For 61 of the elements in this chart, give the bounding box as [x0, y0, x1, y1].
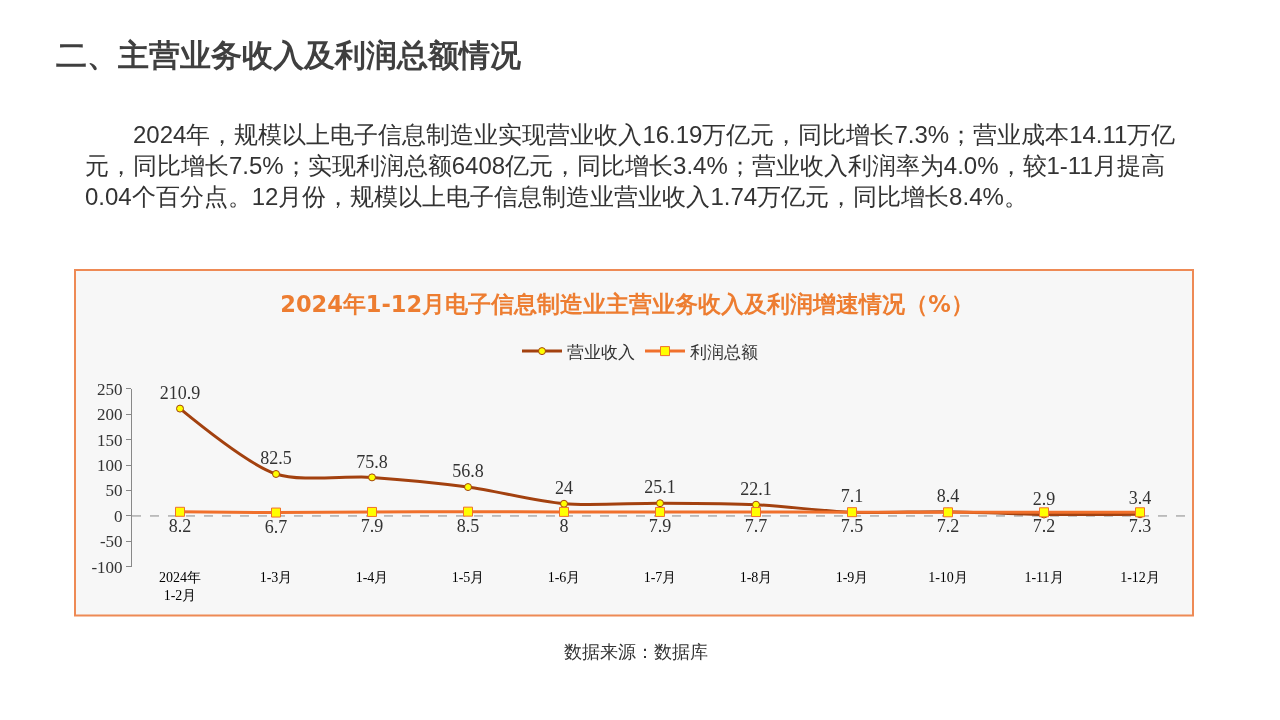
- data-label: 2.9: [1032, 488, 1056, 509]
- point: [271, 507, 281, 518]
- x-tick-label: 1-7月: [643, 569, 677, 585]
- legend-label: 利润总额: [690, 341, 758, 362]
- point: [751, 507, 761, 518]
- point: [655, 506, 665, 517]
- text: 2024年，规模以上电子信息制造业实现营业收入16.19万亿元，同比增长7.3%；营业成本14.11万亿元，同比增长7.5%；实现利润总额6408亿元，同比增长3.4%；营业收入利润率为4.0%，较1-11月提高0.04个百分点。12月份，规模以上电子信息制造业营业收入1.74万亿元，同比增长8.4%。: [85, 121, 1176, 211]
- data-label: 7.2: [936, 516, 960, 537]
- data-label: 7.7: [744, 516, 768, 537]
- point: [175, 506, 185, 517]
- data-label: 3.4: [1128, 488, 1152, 509]
- data-label: 8.4: [936, 485, 960, 506]
- data-label: 210.9: [159, 382, 201, 403]
- data-label: 8: [559, 516, 569, 537]
- data-label: 7.2: [1032, 516, 1056, 537]
- point: [176, 404, 184, 413]
- point: [368, 473, 376, 482]
- data-label: 7.5: [840, 516, 864, 537]
- data-label: 7.3: [1128, 516, 1152, 537]
- source-note: 数据来源：数据库: [564, 642, 708, 662]
- data-label: 25.1: [644, 477, 676, 498]
- x-tick-label: 1-10月: [928, 569, 968, 585]
- y-tick-label: 50: [105, 481, 123, 501]
- data-label: 82.5: [260, 448, 292, 469]
- y-tick-label: 250: [97, 379, 123, 399]
- data-label: 7.1: [840, 486, 864, 507]
- point: [656, 499, 664, 508]
- point: [464, 483, 472, 492]
- point: [559, 506, 569, 517]
- text: 二、主营业务收入及利润总额情况: [56, 37, 522, 73]
- y-tick-label: -50: [99, 532, 123, 552]
- point: [367, 506, 377, 517]
- y-tick-label: 0: [114, 506, 123, 526]
- y-tick-label: -100: [91, 557, 123, 577]
- x-tick-label: 1-6月: [547, 569, 581, 585]
- point: [752, 500, 760, 509]
- chart-title: 2024年1-12月电子信息制造业主营业务收入及利润增速情况（%）: [280, 290, 974, 317]
- x-tick-label: 1-12月: [1120, 569, 1160, 585]
- x-tick-label: 1-9月: [835, 569, 869, 585]
- data-label: 8.5: [456, 515, 480, 536]
- x-tick-label: 1-3月: [259, 569, 293, 585]
- data-label: 56.8: [452, 461, 484, 482]
- point: [560, 499, 568, 508]
- x-tick-label: 1-4月: [355, 569, 389, 585]
- data-label: 75.8: [356, 451, 388, 472]
- legend-label: 营业收入: [567, 341, 635, 362]
- x-tick-label: 1-11月: [1024, 569, 1064, 585]
- data-label: 8.2: [168, 515, 192, 536]
- y-tick-label: 150: [97, 430, 123, 450]
- data-label: 24: [555, 477, 573, 498]
- x-tick-label: 1-8月: [739, 569, 773, 585]
- data-label: 7.9: [360, 516, 384, 537]
- y-tick-label: 200: [97, 405, 123, 425]
- point: [272, 469, 280, 478]
- x-tick-label: 2024年 1-2月: [159, 569, 201, 604]
- data-label: 22.1: [740, 478, 772, 499]
- x-tick-label: 1-5月: [451, 569, 485, 585]
- data-label: 7.9: [648, 516, 672, 537]
- point: [463, 506, 473, 517]
- data-label: 6.7: [264, 516, 288, 537]
- y-tick-label: 100: [97, 456, 123, 476]
